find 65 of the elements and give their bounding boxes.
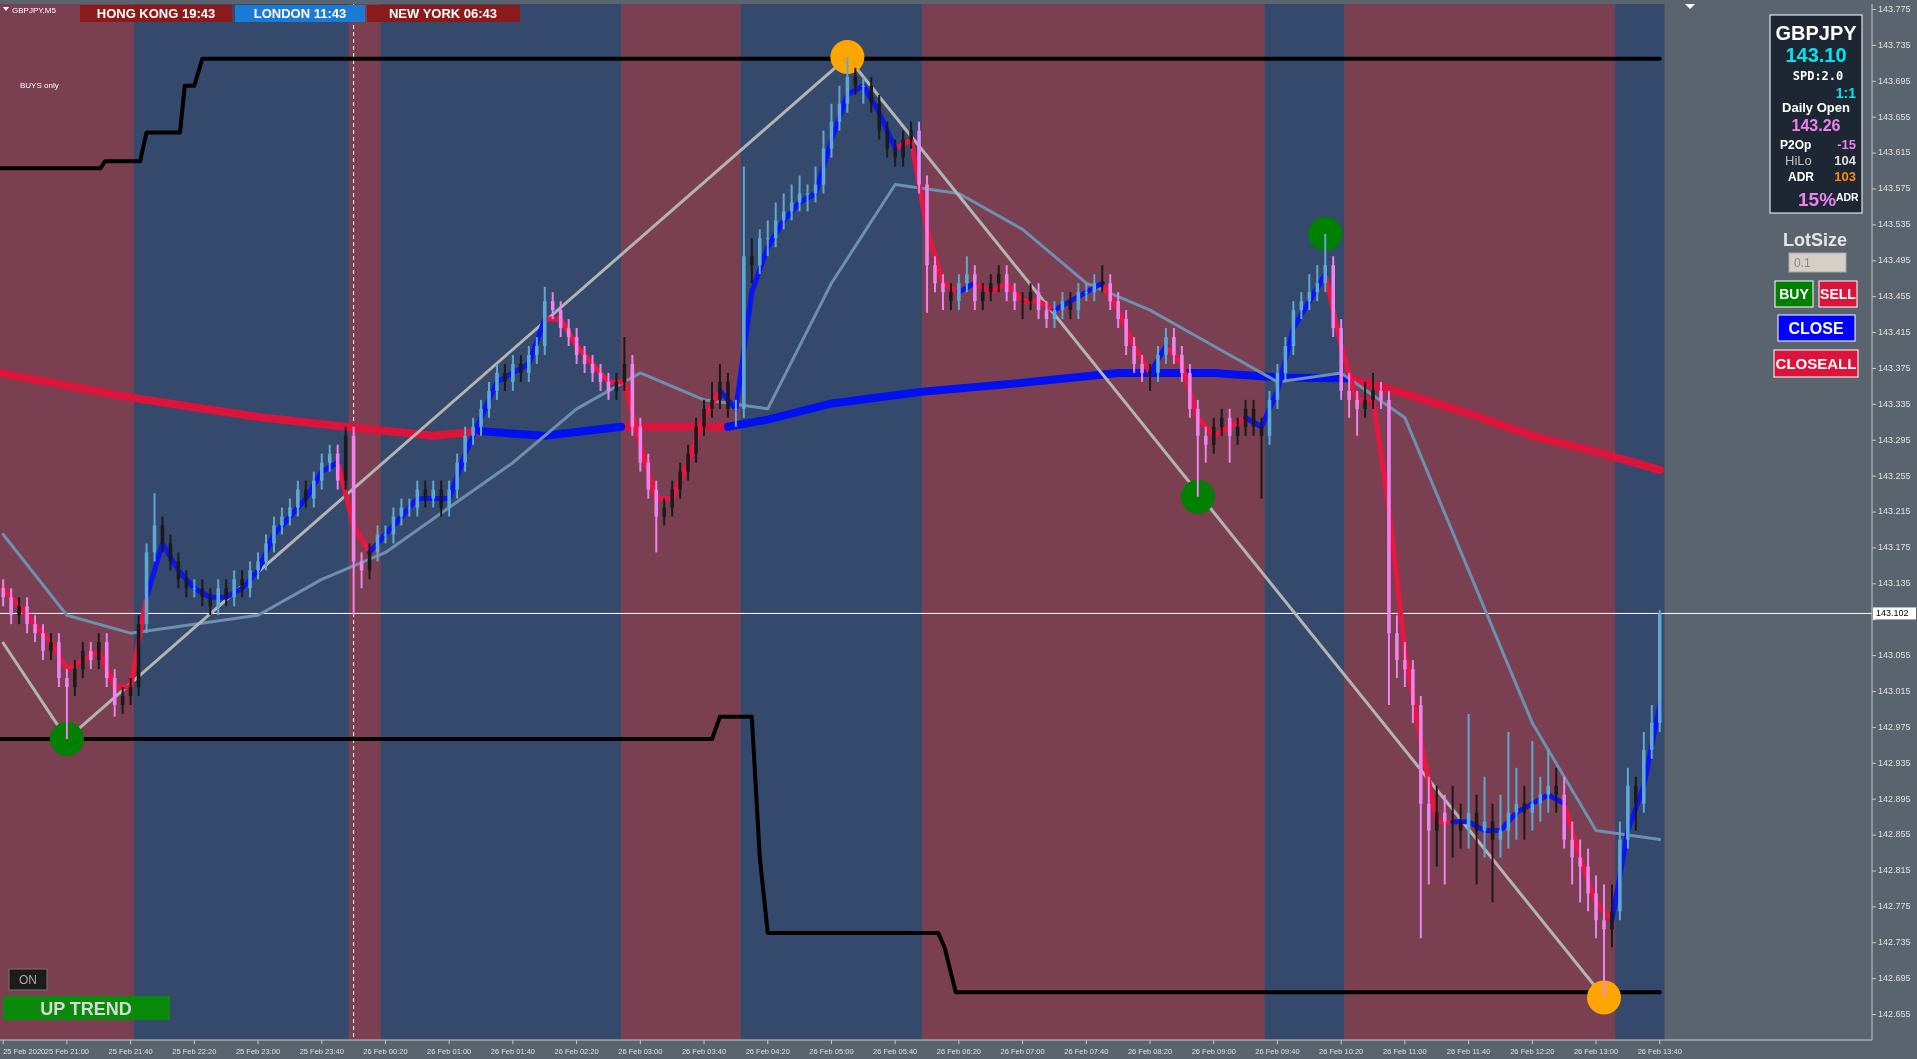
- annotation: CLOSEALL: [1775, 355, 1857, 372]
- annotation: 15%$^{ADR}$: [1798, 189, 1860, 210]
- y-tick-label: 142.695: [1878, 973, 1911, 984]
- y-tick-label: 143.135: [1878, 578, 1911, 589]
- annotation: 143.10: [1785, 44, 1847, 66]
- y-tick-label: 142.655: [1878, 1008, 1911, 1019]
- y-tick-label: 143.415: [1878, 326, 1911, 337]
- annotation: Daily Open: [1782, 100, 1851, 115]
- y-tick-label: 143.215: [1878, 506, 1911, 517]
- y-tick-label: 143.335: [1878, 398, 1911, 409]
- annotation: CLOSE: [1788, 320, 1844, 337]
- y-tick-label: 143.255: [1878, 470, 1911, 481]
- y-tick-label: 143.695: [1878, 75, 1911, 86]
- annotation: 104: [1834, 153, 1857, 168]
- toggle-button: ON: [8, 968, 48, 991]
- annotation: 0.1: [1794, 256, 1812, 270]
- y-tick-label: 142.895: [1878, 793, 1911, 804]
- annotation: ADR: [1788, 170, 1815, 184]
- clock-badge: NEW YORK 06:43: [367, 5, 520, 22]
- y-tick-label: 143.015: [1878, 685, 1911, 696]
- y-tick-label: 143.455: [1878, 291, 1911, 302]
- y-tick-label: 142.815: [1878, 865, 1911, 876]
- button: SELL: [1818, 280, 1858, 308]
- y-tick-label: 143.535: [1878, 219, 1911, 230]
- annotation: -15: [1837, 137, 1856, 152]
- y-tick-label: 143.655: [1878, 111, 1911, 122]
- y-tick-label: 142.855: [1878, 829, 1911, 840]
- ref-line-label: 143.102: [1876, 607, 1909, 618]
- annotation: SELL: [1820, 286, 1857, 302]
- annotation: BUY: [1779, 286, 1810, 302]
- clock-badge: LONDON 11:43: [235, 5, 365, 22]
- y-tick-label: 143.775: [1878, 3, 1911, 14]
- y-tick-label: 142.935: [1878, 757, 1911, 768]
- status-badge: UP TREND: [3, 996, 170, 1020]
- annotation: GBPJPY: [1775, 22, 1858, 44]
- annotation: ON: [19, 973, 37, 987]
- y-tick-label: 143.175: [1878, 542, 1911, 553]
- y-tick-label: 143.735: [1878, 39, 1911, 50]
- annotation: 1:1: [1835, 85, 1857, 101]
- input-field: 0.1: [1788, 252, 1847, 273]
- y-tick-label: 143.615: [1878, 147, 1911, 158]
- y-tick-label: 142.735: [1878, 937, 1911, 948]
- annotation: HiLo: [1785, 153, 1812, 168]
- y-tick-label: 143.495: [1878, 255, 1911, 266]
- annotation: 103: [1834, 169, 1856, 184]
- annotation: P2Op: [1780, 138, 1812, 152]
- annotation: HONG KONG 19:43: [96, 6, 216, 21]
- annotation: SPD:2.0: [1792, 69, 1844, 83]
- annotation: LONDON 11:43: [253, 6, 347, 21]
- annotation: 143.26: [1791, 117, 1841, 134]
- y-tick-label: 143.055: [1878, 649, 1911, 660]
- y-tick-label: 142.775: [1878, 901, 1911, 912]
- y-tick-label: 143.375: [1878, 362, 1911, 373]
- y-tick-label: 142.975: [1878, 721, 1911, 732]
- annotation: BUYS only: [20, 81, 59, 90]
- button: CLOSE: [1777, 314, 1856, 342]
- y-tick-label: 143.295: [1878, 434, 1911, 445]
- chart-title: GBPJPY,M5: [12, 6, 57, 15]
- clock-badge: HONG KONG 19:43: [80, 5, 232, 22]
- button: CLOSEALL: [1773, 349, 1859, 378]
- annotation: NEW YORK 06:43: [388, 6, 498, 21]
- annotation: UP TREND: [40, 999, 132, 1019]
- annotation: LotSize: [1782, 230, 1848, 250]
- button: BUY: [1774, 280, 1814, 308]
- y-tick-label: 143.575: [1878, 183, 1911, 194]
